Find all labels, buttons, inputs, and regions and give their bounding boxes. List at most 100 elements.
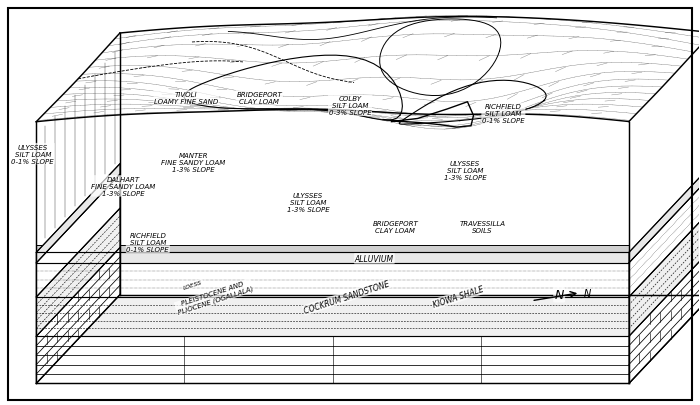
Polygon shape xyxy=(636,28,648,31)
Polygon shape xyxy=(481,18,493,21)
Polygon shape xyxy=(134,71,146,74)
Polygon shape xyxy=(641,86,653,88)
Polygon shape xyxy=(675,60,687,64)
Polygon shape xyxy=(521,112,533,113)
Polygon shape xyxy=(282,95,295,99)
Polygon shape xyxy=(97,78,109,80)
Polygon shape xyxy=(129,111,141,113)
Polygon shape xyxy=(403,125,416,128)
Polygon shape xyxy=(494,114,505,117)
Polygon shape xyxy=(415,90,427,97)
Polygon shape xyxy=(118,33,130,36)
Polygon shape xyxy=(261,108,274,110)
Polygon shape xyxy=(383,117,395,121)
Polygon shape xyxy=(320,98,332,102)
Polygon shape xyxy=(637,37,650,40)
Polygon shape xyxy=(407,82,419,90)
Polygon shape xyxy=(194,29,206,32)
Polygon shape xyxy=(482,117,495,122)
Polygon shape xyxy=(464,27,477,32)
Polygon shape xyxy=(368,47,379,55)
Polygon shape xyxy=(98,97,110,99)
Polygon shape xyxy=(583,86,595,90)
Polygon shape xyxy=(83,83,95,85)
Polygon shape xyxy=(561,104,573,106)
Polygon shape xyxy=(510,39,522,45)
Polygon shape xyxy=(636,68,648,71)
Polygon shape xyxy=(112,94,125,96)
Polygon shape xyxy=(313,112,326,113)
Polygon shape xyxy=(382,121,393,123)
Polygon shape xyxy=(342,110,354,111)
Polygon shape xyxy=(555,90,567,95)
Polygon shape xyxy=(529,23,541,26)
Polygon shape xyxy=(494,60,506,68)
Polygon shape xyxy=(51,104,64,107)
Polygon shape xyxy=(184,30,196,32)
Polygon shape xyxy=(487,117,500,120)
Polygon shape xyxy=(633,83,645,86)
Polygon shape xyxy=(241,70,253,77)
Polygon shape xyxy=(590,22,602,23)
Polygon shape xyxy=(123,36,136,39)
Polygon shape xyxy=(370,40,382,48)
Polygon shape xyxy=(268,101,280,105)
Polygon shape xyxy=(458,111,471,116)
Polygon shape xyxy=(532,104,544,108)
Polygon shape xyxy=(358,111,370,112)
Polygon shape xyxy=(169,111,181,112)
Polygon shape xyxy=(139,104,152,106)
Polygon shape xyxy=(145,40,158,45)
Polygon shape xyxy=(642,74,654,77)
Polygon shape xyxy=(379,40,392,47)
Polygon shape xyxy=(242,28,254,30)
Polygon shape xyxy=(535,30,547,34)
Polygon shape xyxy=(128,32,140,35)
Polygon shape xyxy=(442,32,454,38)
Polygon shape xyxy=(125,107,137,109)
Polygon shape xyxy=(346,21,359,22)
Polygon shape xyxy=(315,112,328,113)
Polygon shape xyxy=(288,30,300,34)
Polygon shape xyxy=(410,75,421,83)
Polygon shape xyxy=(318,102,330,105)
Polygon shape xyxy=(125,56,136,60)
Polygon shape xyxy=(331,113,343,114)
Polygon shape xyxy=(144,55,157,58)
Polygon shape xyxy=(375,53,388,61)
Polygon shape xyxy=(372,116,385,119)
Polygon shape xyxy=(141,36,154,39)
Polygon shape xyxy=(340,44,351,51)
Polygon shape xyxy=(603,84,615,87)
Polygon shape xyxy=(529,92,541,100)
Polygon shape xyxy=(510,72,522,80)
Polygon shape xyxy=(169,106,182,107)
Polygon shape xyxy=(379,19,391,20)
Polygon shape xyxy=(186,72,198,77)
Polygon shape xyxy=(172,105,184,107)
Polygon shape xyxy=(332,111,344,113)
Polygon shape xyxy=(527,109,539,111)
Polygon shape xyxy=(693,52,695,54)
Polygon shape xyxy=(110,62,122,66)
Polygon shape xyxy=(612,104,624,107)
Polygon shape xyxy=(172,78,184,82)
Polygon shape xyxy=(625,113,638,115)
Polygon shape xyxy=(407,117,419,119)
Polygon shape xyxy=(572,96,584,99)
Polygon shape xyxy=(587,81,599,85)
Polygon shape xyxy=(601,104,614,107)
Polygon shape xyxy=(209,101,221,104)
Polygon shape xyxy=(518,45,531,52)
Polygon shape xyxy=(88,106,99,109)
Polygon shape xyxy=(271,111,283,112)
Polygon shape xyxy=(628,99,640,102)
Polygon shape xyxy=(195,36,207,40)
Polygon shape xyxy=(36,263,629,297)
Polygon shape xyxy=(161,110,174,111)
Polygon shape xyxy=(608,65,620,68)
Polygon shape xyxy=(205,36,218,40)
Polygon shape xyxy=(389,19,401,20)
Polygon shape xyxy=(330,98,342,102)
Polygon shape xyxy=(106,89,119,92)
